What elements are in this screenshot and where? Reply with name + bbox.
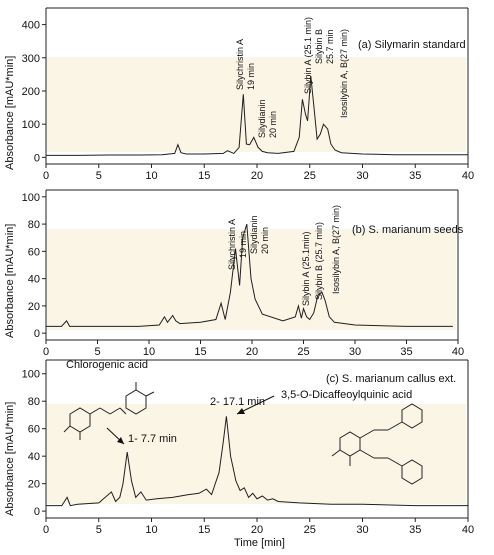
panel-a-label-silychristin: Silychristin A — [235, 39, 245, 90]
peak-2-arrowhead — [237, 408, 245, 414]
panel-c-title: (c) S. marianum callus ext. — [326, 373, 456, 385]
panel-c-ylabel: Absorbance [mAU*min] — [4, 402, 16, 516]
panel-a-trace — [46, 75, 468, 156]
panel-b-label-silydianin: Silydianin — [249, 215, 259, 254]
dicaffeoylquinic-acid-label: 3,5-O-Dicaffeoylquinic acid — [281, 389, 412, 401]
panel-b-ylabel: Absorbance [mAU*min] — [4, 224, 16, 338]
panel-a-label-silybin-b: Silybin B — [314, 29, 324, 64]
chlorogenic-acid-label: Chlorogenic acid — [66, 359, 148, 371]
panel-a-ytick-label: 400 — [22, 20, 40, 32]
peak-2-label: 2- 17.1 min — [210, 396, 265, 408]
panel-c-trace — [46, 416, 468, 507]
panel-c-ytick-label: 20 — [28, 479, 40, 491]
panel-c-xtick-label: 30 — [356, 524, 368, 536]
panel-c-xtick-label: 5 — [96, 524, 102, 536]
panel-b-xtick-label: 35 — [400, 346, 412, 358]
panel-b-label-silychristin: Silychristin A — [227, 219, 237, 270]
panel-b-xtick-label: 15 — [194, 346, 206, 358]
panel-a-xtick-label: 10 — [145, 170, 157, 182]
panel-a-ylabel: Absorbance [mAU*min] — [4, 56, 16, 170]
panel-b-ytick-label: 40 — [28, 274, 40, 286]
panel-a-shade — [46, 57, 466, 152]
panel-b-ytick-label: 80 — [28, 219, 40, 231]
panel-b-label-silybin-b: Silybin B (25.7 min) — [314, 222, 324, 300]
peak-1-label: 1- 7.7 min — [128, 433, 177, 445]
panel-c-xtick-label: 20 — [251, 524, 263, 536]
panel-a-xtick-label: 40 — [462, 170, 474, 182]
panel-c-xtick-label: 40 — [462, 524, 474, 536]
panel-a-label-silydianin: Silydianin — [257, 99, 267, 138]
panel-c-xlabel: Time [min] — [234, 537, 285, 549]
panel-c-ytick-label: 60 — [28, 424, 40, 436]
panel-a-label-isosilybin: Isosilybin A, B(27 min) — [339, 29, 349, 118]
panel-c-xtick-label: 35 — [409, 524, 421, 536]
panel-b-label-silybin-a: Silybin A (25.1min) — [301, 231, 311, 306]
panel-b-trace — [46, 223, 453, 327]
panel-b-xtick-label: 20 — [246, 346, 258, 358]
panel-b-xtick-label: 0 — [43, 346, 49, 358]
panel-a-xtick-label: 30 — [356, 170, 368, 182]
panel-a-xtick-label: 0 — [43, 170, 49, 182]
panel-a-label-silybin-b-time: 25.7 min — [325, 29, 335, 64]
panel-b-xtick-label: 30 — [349, 346, 361, 358]
panel-b-title: (b) S. marianum seeds — [352, 224, 464, 236]
panel-c-xtick-label: 10 — [145, 524, 157, 536]
panel-a-xtick-label: 35 — [409, 170, 421, 182]
panel-a-ytick-label: 0 — [34, 152, 40, 164]
panel-b-xtick-label: 10 — [143, 346, 155, 358]
panel-b-label-silydianin-time: 20 min — [260, 227, 270, 254]
panel-a-label-silydianin-time: 20 min — [268, 111, 278, 138]
panel-c-xtick-label: 0 — [43, 524, 49, 536]
panel-c-ytick-label: 40 — [28, 451, 40, 463]
panel-a-ytick-label: 200 — [22, 86, 40, 98]
panel-b-xtick-label: 40 — [452, 346, 464, 358]
panel-a-ytick-label: 300 — [22, 53, 40, 65]
panel-b-ytick-label: 100 — [22, 192, 40, 204]
panel-b-ytick-label: 0 — [34, 328, 40, 340]
panel-c-ytick-label: 0 — [34, 506, 40, 518]
panel-b-ytick-label: 60 — [28, 246, 40, 258]
panel-c-ytick-label: 100 — [22, 369, 40, 381]
panel-c-xtick-label: 15 — [198, 524, 210, 536]
panel-a-label-silychristin-time: 19 min — [246, 63, 256, 90]
panel-a-title: (a) Silymarin standard — [358, 39, 466, 51]
panel-c: 0 5 10 15 20 25 30 35 40 0 20 40 60 80 100 Absorbance … — [4, 359, 474, 549]
panel-b-ytick-label: 20 — [28, 301, 40, 313]
panel-b-label-isosilybin: Isosilybin A, B(27 min) — [331, 205, 341, 294]
panel-a-label-silybin-a: Silybin A (25.1 min) — [303, 17, 313, 94]
panel-b-label-silychristin-time: 19 min — [238, 231, 248, 258]
panel-b: 0 5 10 15 20 25 30 35 40 0 20 40 60 80 100 Absorbance … — [4, 189, 464, 358]
dicaffeoylquinic-acid-structure — [331, 403, 423, 485]
panel-c-ytick-label: 80 — [28, 396, 40, 408]
chlorogenic-acid-structure — [63, 382, 155, 440]
panel-b-xtick-label: 25 — [297, 346, 309, 358]
panel-a-xtick-label: 20 — [251, 170, 263, 182]
panel-a-ytick-label: 100 — [22, 119, 40, 131]
panel-b-xtick-label: 5 — [94, 346, 100, 358]
panel-a-xtick-label: 25 — [304, 170, 316, 182]
panel-a-xtick-label: 5 — [96, 170, 102, 182]
peak-1-arrowhead — [117, 437, 124, 444]
panel-c-shade — [46, 404, 466, 504]
panel-a-xtick-label: 15 — [198, 170, 210, 182]
panel-c-xtick-label: 25 — [304, 524, 316, 536]
